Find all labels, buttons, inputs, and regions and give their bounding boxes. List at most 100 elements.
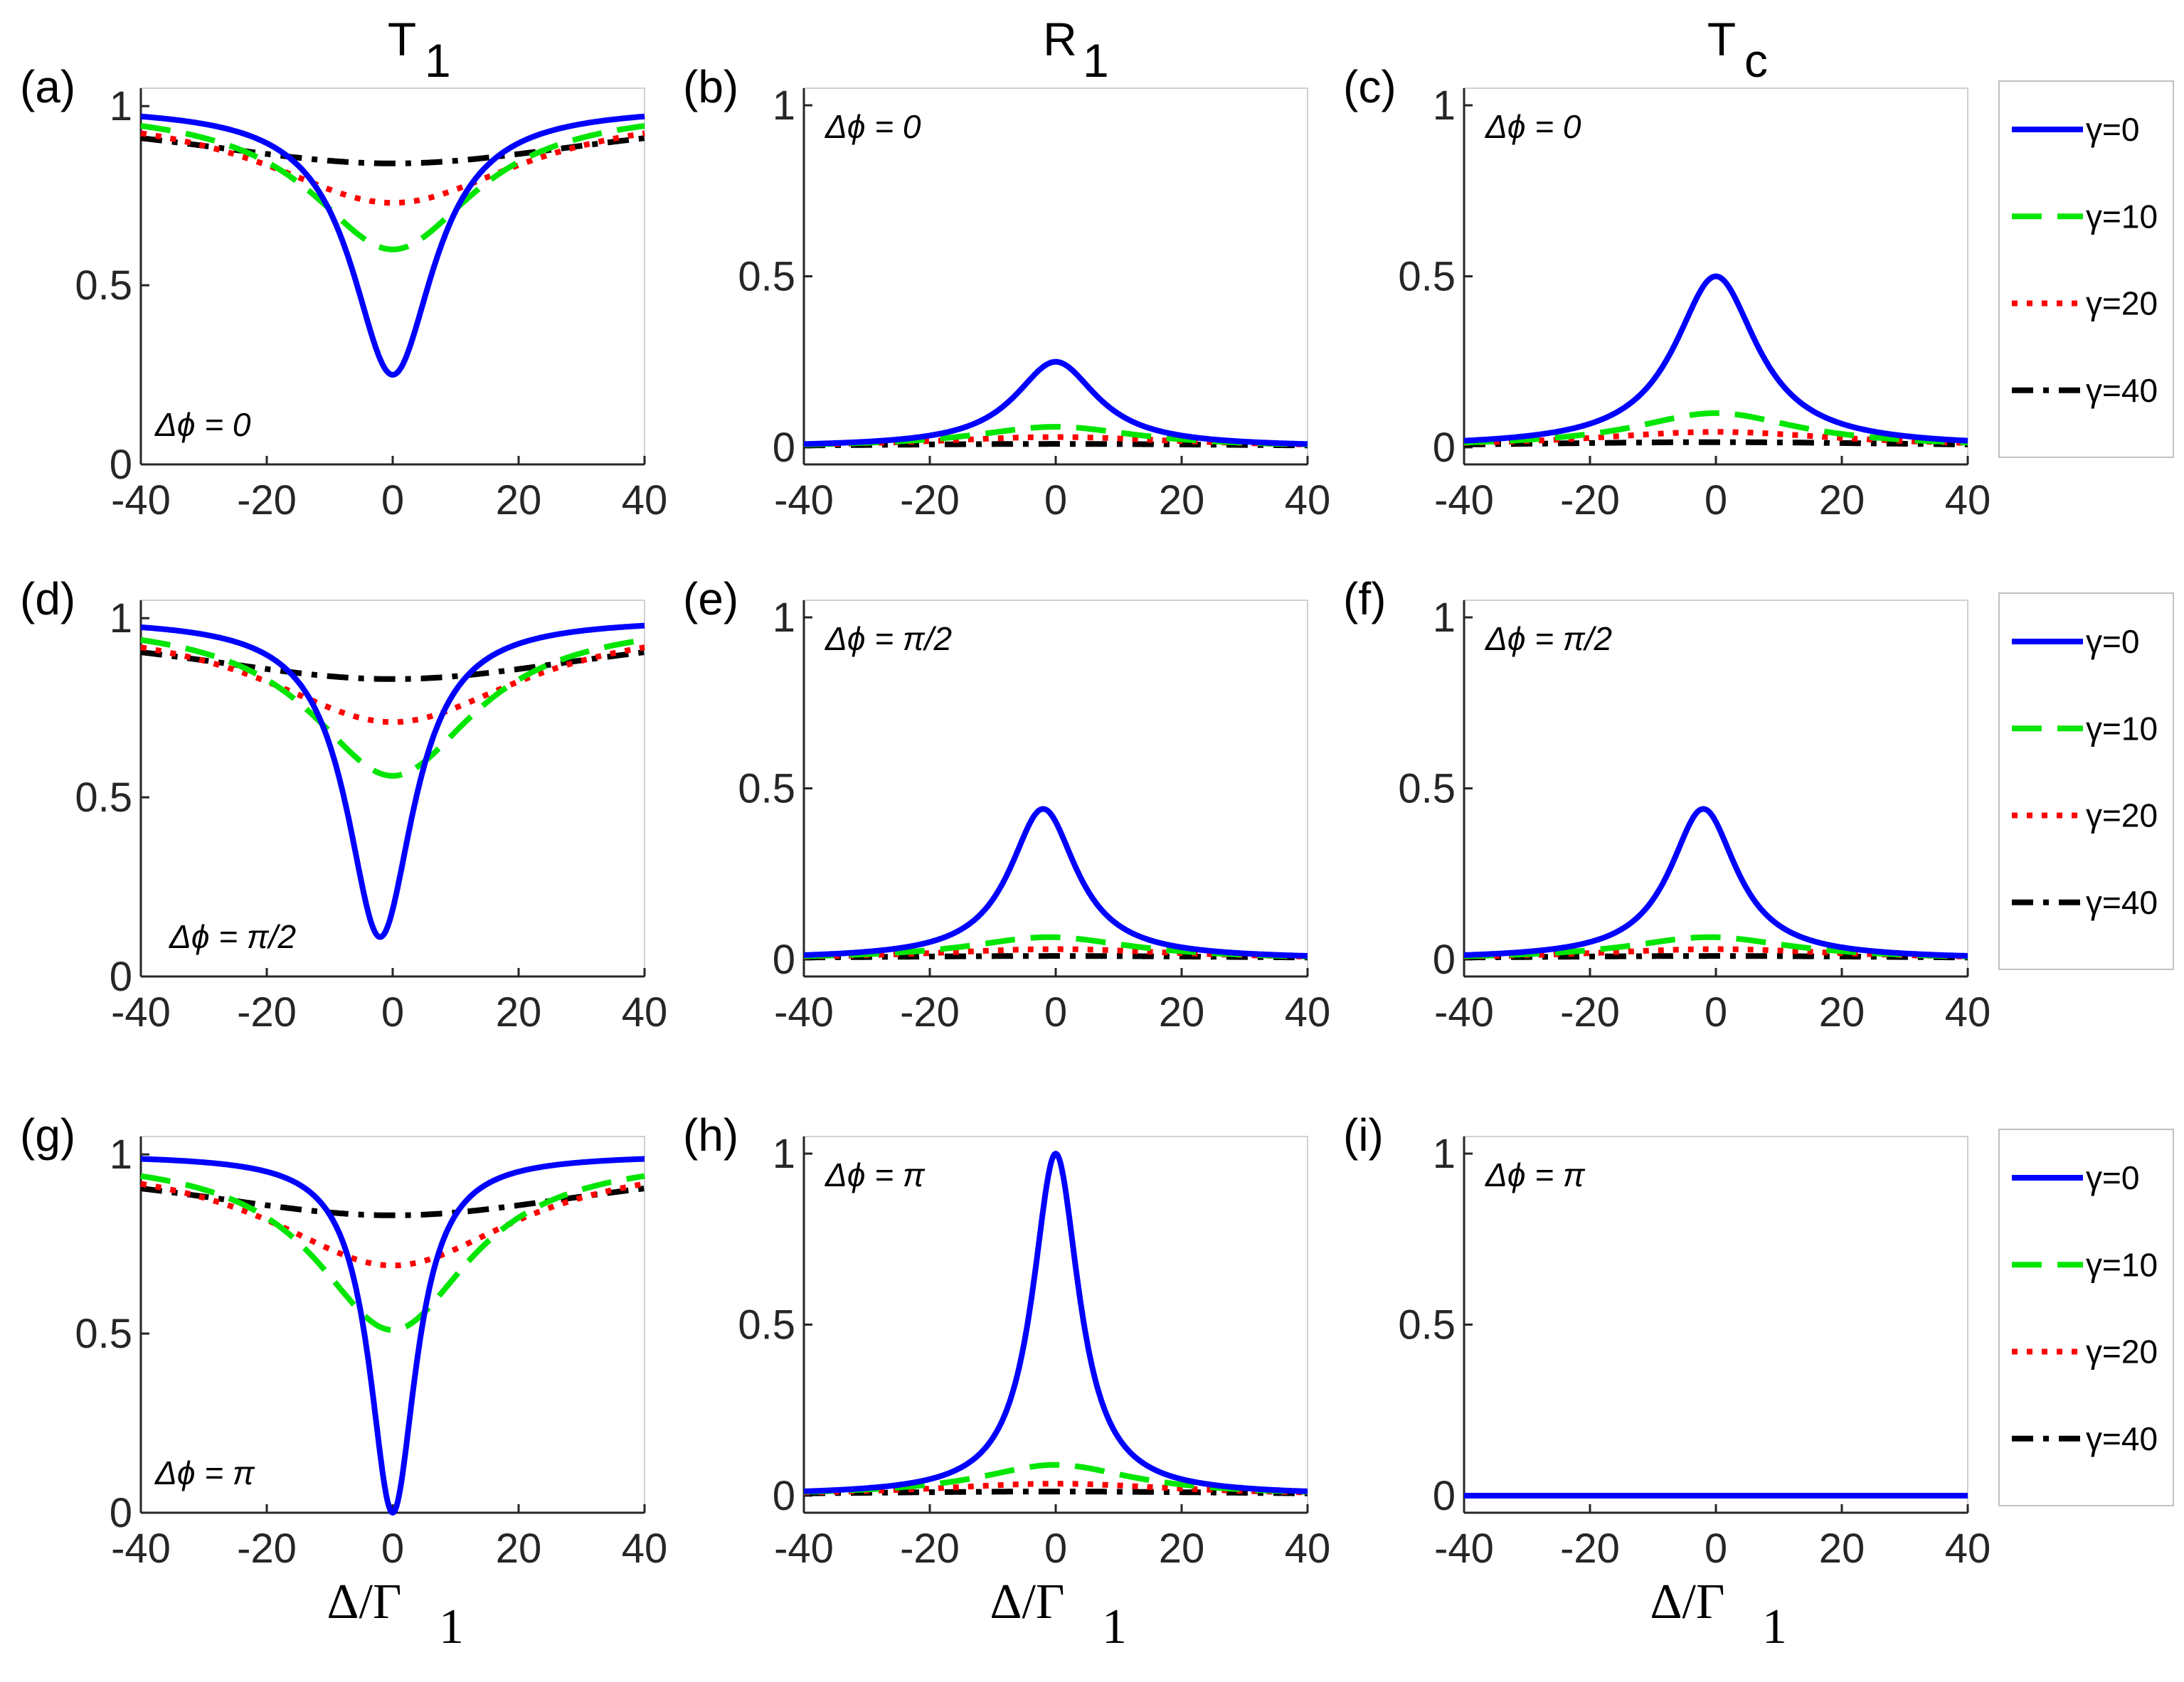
x-axis-label: Δ/Γ — [990, 1575, 1065, 1629]
panel-label: (e) — [683, 573, 738, 624]
legend-label: γ=0 — [2086, 623, 2139, 660]
x-tick-label: 20 — [1819, 1526, 1865, 1572]
x-tick-label: 0 — [1705, 477, 1727, 523]
x-tick-label: -20 — [237, 1526, 297, 1572]
y-tick-label: 0.5 — [738, 1302, 795, 1348]
x-tick-label: 0 — [381, 477, 404, 523]
series-line-gamma-40 — [1462, 953, 1970, 961]
legend-label: γ=0 — [2086, 111, 2139, 148]
panel-label: (f) — [1343, 573, 1386, 624]
panel-f: -40 -20 0 20 40 0 0.5 1 (f) Δϕ = π/2 — [1343, 573, 1990, 1036]
series-line-gamma-0 — [802, 806, 1310, 959]
legend: γ=0 γ=10 γ=20 γ=40 — [1998, 80, 2174, 458]
y-tick-label: 1 — [773, 595, 795, 641]
column-title: T — [388, 13, 416, 65]
phase-annotation: Δϕ = 0 — [154, 406, 251, 443]
x-tick-label: 0 — [381, 1526, 404, 1572]
x-axis-label-subscript: 1 — [1102, 1600, 1127, 1654]
panel-label: (d) — [20, 573, 75, 624]
series-line-gamma-0 — [1462, 806, 1970, 959]
panel-e: -40 -20 0 20 40 0 0.5 1 (e) Δϕ = π/2 — [683, 573, 1330, 1036]
x-tick-label: 20 — [496, 1526, 542, 1572]
y-tick-label: 0.5 — [1398, 1302, 1456, 1348]
x-tick-label: -40 — [1434, 989, 1494, 1036]
panel-h: -40 -20 0 20 40 0 0.5 1 (h) Δϕ = π — [683, 1109, 1330, 1572]
x-tick-label: 0 — [1044, 477, 1067, 523]
x-tick-label: 40 — [1285, 477, 1331, 523]
x-tick-label: -20 — [900, 1526, 960, 1572]
legend-label: γ=40 — [2086, 884, 2158, 921]
x-tick-label: 20 — [496, 989, 542, 1036]
series-line-gamma-40 — [139, 135, 647, 166]
x-tick-label: -40 — [774, 477, 834, 523]
series-line-gamma-0 — [1462, 273, 1970, 444]
y-tick-label: 0.5 — [75, 1311, 132, 1357]
panel-c: -40 -20 0 20 40 0 0.5 1 (c) Δϕ = 0 — [1343, 61, 1990, 523]
panel-a: -40 -20 0 20 40 0 0.5 1 (a) Δϕ = 0 — [20, 61, 667, 523]
x-axis-label-subscript: 1 — [439, 1600, 464, 1654]
legend-label: γ=20 — [2086, 285, 2158, 322]
y-tick-label: 1 — [110, 83, 132, 129]
series-line-gamma-40 — [802, 441, 1310, 449]
phase-annotation: Δϕ = 0 — [1485, 108, 1581, 145]
y-tick-label: 0.5 — [738, 254, 795, 300]
x-tick-label: 20 — [496, 477, 542, 523]
y-tick-label: 0.5 — [738, 766, 795, 812]
series-line-gamma-40 — [1462, 439, 1970, 447]
y-tick-label: 1 — [1433, 82, 1456, 129]
legend-label: γ=10 — [2086, 198, 2158, 235]
y-tick-label: 1 — [110, 595, 132, 642]
y-tick-label: 0 — [1433, 1473, 1456, 1519]
legend-box — [1998, 592, 2174, 970]
panel-label: (c) — [1343, 61, 1396, 112]
y-tick-label: 0 — [110, 1490, 132, 1536]
x-tick-label: 20 — [1159, 989, 1205, 1036]
legend-label: γ=0 — [2086, 1159, 2139, 1196]
phase-annotation: Δϕ = π/2 — [169, 918, 296, 955]
x-tick-label: -40 — [111, 989, 171, 1036]
x-tick-label: 0 — [1705, 1526, 1727, 1572]
series-line-gamma-0 — [802, 1151, 1310, 1494]
series-line-gamma-0 — [139, 1156, 647, 1516]
y-tick-label: 0 — [773, 425, 795, 471]
y-tick-label: 0.5 — [1398, 254, 1456, 300]
phase-annotation: Δϕ = π — [825, 1156, 926, 1193]
column-title: T — [1707, 13, 1736, 65]
x-tick-label: -40 — [774, 1526, 834, 1572]
x-tick-label: 40 — [622, 989, 668, 1036]
series-line-gamma-40 — [802, 1489, 1310, 1496]
column-title-subscript: 1 — [425, 34, 451, 87]
x-axis-label: Δ/Γ — [327, 1575, 402, 1629]
x-tick-label: -40 — [1434, 477, 1494, 523]
series-line-gamma-10 — [139, 1173, 647, 1334]
column-title-subscript: 1 — [1083, 34, 1109, 87]
legend: γ=0 γ=10 γ=20 γ=40 — [1998, 1129, 2174, 1506]
panel-label: (i) — [1343, 1109, 1384, 1161]
y-tick-label: 1 — [1433, 595, 1456, 641]
y-tick-label: 0 — [1433, 937, 1456, 983]
x-tick-label: 20 — [1819, 477, 1865, 523]
panel-i: -40 -20 0 20 40 0 0.5 1 (i) Δϕ = π — [1343, 1109, 1990, 1572]
series-line-gamma-40 — [139, 1186, 647, 1218]
x-tick-label: 40 — [1285, 1526, 1331, 1572]
x-tick-label: -40 — [774, 989, 834, 1036]
legend: γ=0 γ=10 γ=20 γ=40 — [1998, 592, 2174, 970]
series-line-gamma-40 — [139, 649, 647, 682]
x-tick-label: 0 — [1044, 989, 1067, 1036]
x-tick-label: -20 — [1560, 1526, 1620, 1572]
y-tick-label: 0 — [773, 1473, 795, 1519]
x-tick-label: 20 — [1159, 477, 1205, 523]
x-axis-label: Δ/Γ — [1650, 1575, 1725, 1629]
series-line-gamma-0 — [139, 113, 647, 378]
y-tick-label: 1 — [773, 1131, 795, 1177]
y-tick-label: 1 — [773, 82, 795, 129]
series-line-gamma-20 — [139, 130, 647, 206]
x-tick-label: -20 — [900, 477, 960, 523]
panel-b: -40 -20 0 20 40 0 0.5 1 (b) Δϕ = 0 — [683, 61, 1330, 523]
x-tick-label: 40 — [1285, 989, 1331, 1036]
phase-annotation: Δϕ = π — [1485, 1156, 1586, 1193]
x-tick-label: -40 — [1434, 1526, 1494, 1572]
x-tick-label: -20 — [237, 989, 297, 1036]
x-tick-label: 20 — [1159, 1526, 1205, 1572]
x-axis-label-subscript: 1 — [1762, 1600, 1787, 1654]
